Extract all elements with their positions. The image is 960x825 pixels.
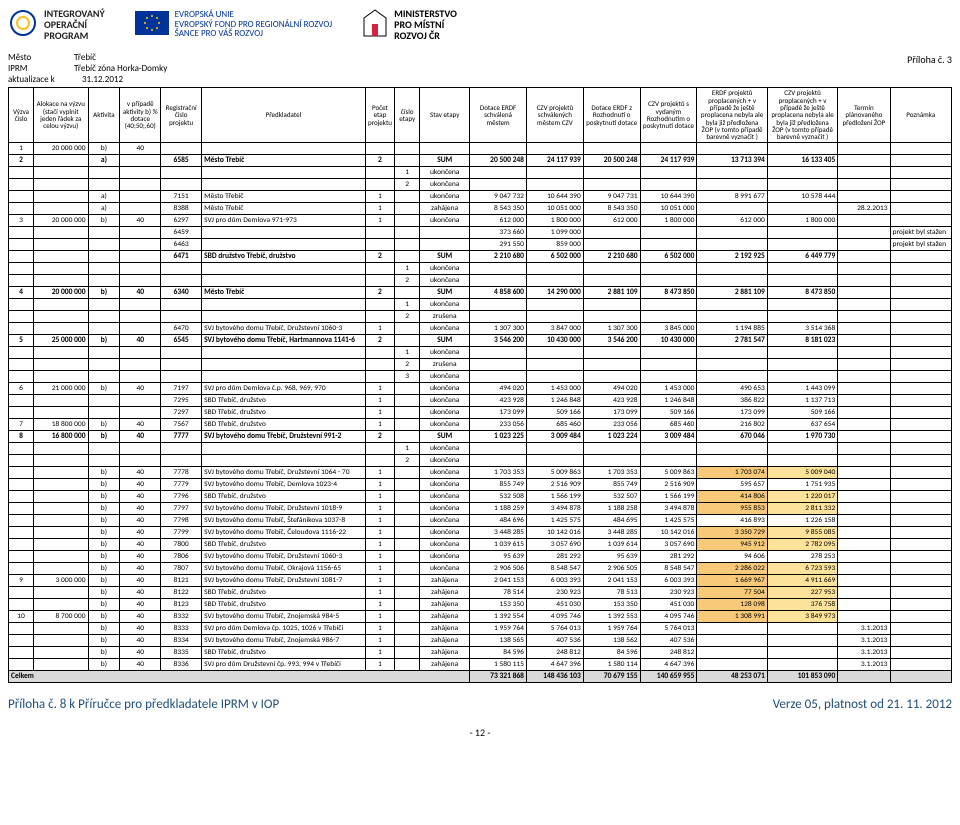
table-row: b)407807SVJ bytového domu Třebíč, Okrajo…	[9, 562, 952, 574]
column-header: ERDF projektů proplacených + v případě ž…	[697, 88, 767, 142]
column-header: Alokace na výzvu (stačí vyplnit jeden řá…	[33, 88, 88, 142]
table-row: 2ukončena	[9, 178, 952, 190]
column-header: Dotace ERDF z Rozhodnutí o poskytnutí do…	[583, 88, 640, 142]
table-row: b)407800SBD Třebíč, družstvo1ukončena1 0…	[9, 538, 952, 550]
column-header: CZV projektů schválených městem CZV	[526, 88, 583, 142]
footer: Příloha č. 8 k Příručce pro předkladatel…	[8, 697, 952, 712]
column-header: v případě aktivity b) % dotace (40;50;,6…	[120, 88, 161, 142]
table-row: 2a)6585Město Třebíč2SUM20 500 24824 117 …	[9, 154, 952, 166]
table-row: 2ukončena	[9, 274, 952, 286]
column-header: Dotace ERDF schválená městem	[470, 88, 527, 142]
table-row: b)408336SVJ pro dům Družstevní čp. 993, …	[9, 658, 952, 670]
table-row: 7295SBD Třebíč, družstvo1ukončena423 928…	[9, 394, 952, 406]
table-row: a)7151Město Třebíč1ukončena9 047 73210 6…	[9, 190, 952, 202]
table-row: a)8388Město Třebíč1zahájena8 543 35010 0…	[9, 202, 952, 214]
table-row: b)407779SVJ bytového domu Třebíč, Demlov…	[9, 478, 952, 490]
table-row: b)407778SVJ bytového domu Třebíč, Družst…	[9, 466, 952, 478]
logo-row: INTEGROVANÝ OPERAČNÍ PROGRAM EVROPSKÁ UN…	[8, 8, 952, 41]
column-header: Aktivita	[88, 88, 120, 142]
table-row: 1ukončena	[9, 262, 952, 274]
column-header: Stav etapy	[420, 88, 470, 142]
table-row: b)408123SBD Třebíč, družstvo1zahájena153…	[9, 598, 952, 610]
total-row: Celkem73 321 868148 436 10370 679 155140…	[9, 670, 952, 682]
logo-iop: INTEGROVANÝ OPERAČNÍ PROGRAM	[8, 8, 105, 41]
table-row: 1ukončena	[9, 298, 952, 310]
column-header: Výzva číslo	[9, 88, 34, 142]
logo-eu: EVROPSKÁ UNIE EVROPSKÝ FOND PRO REGIONÁL…	[135, 10, 332, 40]
column-header: Počet etap projektu	[365, 88, 395, 142]
table-row: 420 000 000b)406340Město Třebíč2SUM4 858…	[9, 286, 952, 298]
table-row: 3ukončena	[9, 370, 952, 382]
iprm-lbl: IPRM	[8, 64, 68, 75]
iop-label: INTEGROVANÝ OPERAČNÍ PROGRAM	[44, 8, 105, 41]
column-header: CZV projektů s vydaným Rozhodnutím o pos…	[640, 88, 697, 142]
table-row: 7297SBD Třebíč, družstvo1ukončena173 099…	[9, 406, 952, 418]
aktualizace-lbl: aktualizace k	[8, 75, 76, 86]
meta-block: MěstoTřebíč IPRMTřebíč zóna Horka-Domky …	[8, 53, 952, 85]
table-row: 525 000 000b)406545SVJ bytového domu Tře…	[9, 334, 952, 346]
priloha-label: Příloha č. 3	[907, 53, 952, 85]
table-row: 1ukončena	[9, 346, 952, 358]
mmr-label: MINISTERSTVO PRO MÍSTNÍ ROZVOJ ČR	[394, 8, 457, 41]
column-header: číslo etapy	[395, 88, 420, 142]
table-row: b)408335SBD Třebíč, družstvo1zahájena84 …	[9, 646, 952, 658]
data-table: Výzva čísloAlokace na výzvu (stačí vypln…	[8, 87, 952, 682]
table-row: 6471SBD družstvo Třebíč, družstvo2SUM2 2…	[9, 250, 952, 262]
column-header: CZV projektů proplacených + v případě že…	[767, 88, 837, 142]
table-row: 6463291 550859 000projekt byl stažen	[9, 238, 952, 250]
table-row: 120 000 000b)40	[9, 142, 952, 154]
table-row: 320 000 000b)406297SVJ pro dům Demlova 9…	[9, 214, 952, 226]
column-header: Poznámka	[890, 88, 952, 142]
table-row: 2ukončena	[9, 454, 952, 466]
table-row: b)408334SVJ bytového domu Třebíč, Znojem…	[9, 634, 952, 646]
table-row: 2zrušena	[9, 358, 952, 370]
page-number: - 12 -	[8, 726, 952, 739]
mmr-icon	[362, 8, 388, 41]
eu-flag-icon	[135, 11, 169, 38]
iop-icon	[8, 8, 38, 41]
footer-right: Verze 05, platnost od 21. 11. 2012	[773, 697, 952, 712]
table-row: b)407797SVJ bytového domu Třebíč, Družst…	[9, 502, 952, 514]
column-header: Termín plánovaného předložení ŽOP	[838, 88, 890, 142]
column-header: Předkladatel	[202, 88, 366, 142]
table-row: b)408122SBD Třebíč, družstvo1zahájena78 …	[9, 586, 952, 598]
eu-label: EVROPSKÁ UNIE EVROPSKÝ FOND PRO REGIONÁL…	[175, 10, 332, 40]
table-row: 718 800 000b)407567SBD Třebíč, družstvo1…	[9, 418, 952, 430]
table-row: 6470SVJ bytového domu Třebíč, Družstevní…	[9, 322, 952, 334]
table-row: 108 700 000b)408332SVJ bytového domu Tře…	[9, 610, 952, 622]
header-row: Výzva čísloAlokace na výzvu (stačí vypln…	[9, 88, 952, 142]
table-row: 621 000 000b)407197SVJ pro dům Demlova č…	[9, 382, 952, 394]
aktualizace-val: 31.12.2012	[82, 75, 123, 86]
table-row: 2zrušena	[9, 310, 952, 322]
column-header: Registrační číslo projektu	[161, 88, 202, 142]
table-row: b)407806SVJ bytového domu Třebíč, Družst…	[9, 550, 952, 562]
iprm-val: Třebíč zóna Horka-Domky	[74, 64, 167, 75]
footer-left: Příloha č. 8 k Příručce pro předkladatel…	[8, 697, 279, 712]
table-row: b)407798SVJ bytového domu Třebíč, Štefán…	[9, 514, 952, 526]
table-row: 816 800 000b)407777SVJ bytového domu Tře…	[9, 430, 952, 442]
table-row: 1ukončena	[9, 166, 952, 178]
table-row: b)407799SVJ bytového domu Třebíč, Čeloud…	[9, 526, 952, 538]
table-row: 1ukončena	[9, 442, 952, 454]
logo-mmr: MINISTERSTVO PRO MÍSTNÍ ROZVOJ ČR	[362, 8, 457, 41]
table-row: 6459373 6601 099 000projekt byl stažen	[9, 226, 952, 238]
table-row: b)407796SBD Třebíč, družstvo1ukončena532…	[9, 490, 952, 502]
table-row: 93 000 000b)408121SVJ bytového domu Třeb…	[9, 574, 952, 586]
table-row: b)408333SVJ pro dům Demlova čp. 1025, 10…	[9, 622, 952, 634]
